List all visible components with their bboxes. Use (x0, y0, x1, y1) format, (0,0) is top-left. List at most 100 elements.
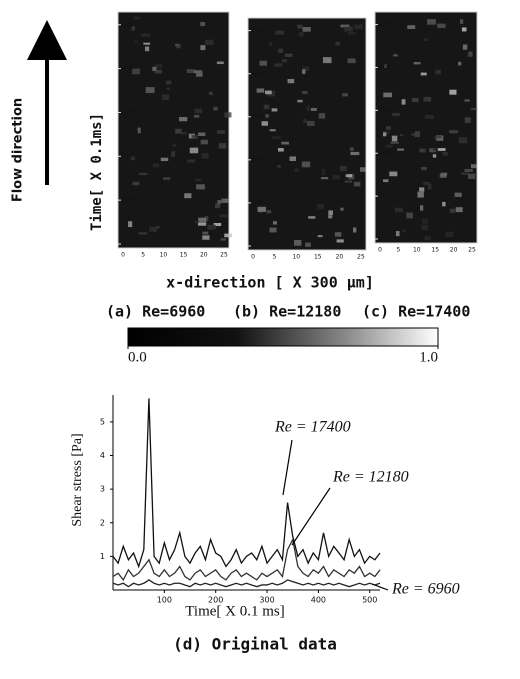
texture (412, 98, 419, 103)
texture (433, 148, 437, 152)
texture (272, 221, 277, 225)
texture (281, 141, 290, 145)
texture (427, 19, 436, 25)
texture (186, 69, 196, 74)
texture (200, 139, 208, 145)
texture (297, 24, 303, 29)
texture (464, 99, 470, 102)
texture (458, 137, 468, 144)
texture (297, 99, 303, 103)
texture (269, 129, 276, 132)
texture (440, 172, 448, 176)
x-tick-label: 300 (259, 596, 274, 605)
texture (198, 217, 207, 224)
texture (385, 144, 393, 148)
y-tick-label: 100 (379, 193, 391, 200)
texture (421, 224, 429, 231)
y-tick-label: 500 (252, 27, 264, 34)
texture (389, 171, 398, 177)
texture (259, 60, 268, 66)
texture (340, 207, 344, 211)
texture (274, 63, 283, 67)
texture (189, 147, 199, 154)
texture (345, 174, 353, 178)
texture (265, 114, 269, 118)
texture (175, 128, 182, 134)
texture (308, 216, 316, 219)
texture (401, 99, 406, 105)
texture (423, 96, 432, 102)
texture (263, 104, 270, 110)
texture (176, 43, 181, 49)
panel-label: (a) Re=6960 (106, 303, 205, 321)
texture (205, 39, 214, 45)
texture (464, 117, 471, 123)
x-axis-label: x-direction [ X 300 μm] (166, 274, 374, 292)
panel-label: (b) Re=12180 (233, 303, 341, 321)
texture (390, 141, 399, 144)
texture (194, 108, 203, 114)
texture (359, 167, 366, 172)
texture (461, 27, 467, 32)
texture (284, 53, 293, 57)
texture (202, 231, 209, 235)
texture (143, 42, 151, 45)
x-tick-label: 25 (468, 247, 476, 254)
texture (214, 203, 221, 209)
texture (162, 94, 170, 101)
texture (302, 66, 310, 72)
side-label: Flow direction (11, 98, 26, 202)
texture (414, 131, 421, 138)
x-tick-label: 0 (251, 254, 255, 261)
texture (152, 163, 160, 168)
texture (271, 108, 278, 112)
y-tick-label: 4 (100, 451, 105, 460)
texture (217, 200, 222, 205)
texture (196, 184, 205, 190)
texture (138, 232, 148, 235)
x-tick-label: 5 (396, 247, 400, 254)
heatmap-panel (247, 17, 367, 251)
y-tick-label: 500 (379, 21, 391, 28)
texture (383, 179, 389, 183)
x-tick-label: 25 (220, 252, 228, 259)
texture (397, 148, 404, 151)
chart-title: (d) Original data (173, 635, 337, 654)
texture (455, 207, 463, 213)
texture (256, 88, 265, 93)
texture (347, 58, 356, 64)
texture (383, 92, 393, 98)
texture (393, 54, 398, 57)
texture (216, 61, 224, 65)
texture (208, 91, 213, 95)
texture (342, 93, 348, 97)
x-tick-label: 200 (208, 596, 223, 605)
texture (154, 69, 162, 74)
texture (163, 177, 171, 180)
texture (138, 172, 148, 175)
y-tick-label: 300 (252, 113, 264, 120)
texture (141, 33, 151, 37)
texture (266, 210, 272, 214)
texture (219, 214, 228, 218)
texture (303, 118, 307, 124)
texture (171, 151, 176, 157)
texture (213, 222, 222, 227)
texture (184, 193, 192, 199)
texture (468, 51, 473, 57)
texture (422, 218, 428, 224)
y-tick-label: 3 (100, 485, 105, 494)
y-tick-label: 0 (379, 236, 383, 243)
texture (181, 132, 188, 135)
texture (445, 231, 454, 238)
y-tick-label: 400 (252, 70, 264, 77)
texture (344, 180, 353, 183)
series-line (112, 579, 381, 588)
texture (470, 164, 477, 169)
colorbar-tick-label: 0.0 (128, 349, 147, 365)
texture (464, 169, 473, 172)
texture (137, 127, 141, 134)
texture (224, 233, 232, 238)
texture (349, 147, 354, 151)
x-tick-label: 10 (413, 247, 421, 254)
